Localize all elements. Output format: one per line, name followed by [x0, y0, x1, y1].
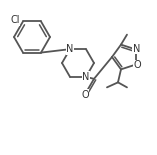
Text: Cl: Cl — [11, 15, 20, 25]
Text: N: N — [82, 72, 90, 82]
Text: O: O — [81, 90, 89, 100]
Text: O: O — [134, 60, 141, 70]
Text: N: N — [66, 44, 74, 54]
Text: N: N — [133, 44, 140, 54]
